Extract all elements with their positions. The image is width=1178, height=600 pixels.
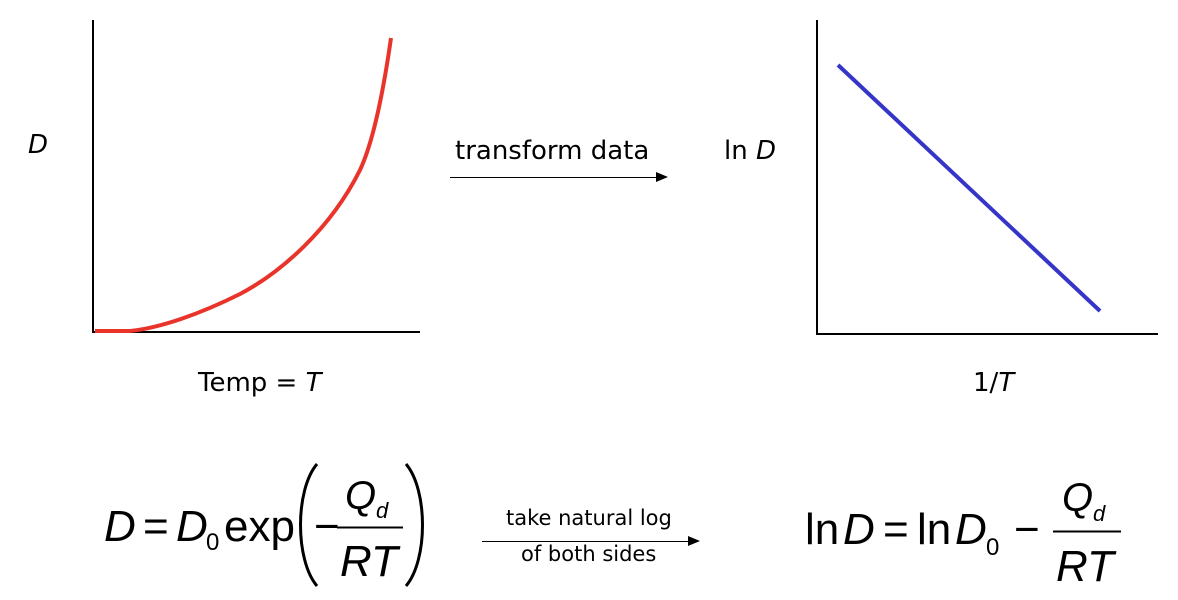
right-eq-coef: D [955,505,987,554]
natural-log-arrow-label-line2: of both sides [521,542,657,566]
right-y-axis-label: ln D [724,138,776,164]
left-eq-num: Q [345,474,377,518]
left-x-axis-label-var: T [305,368,322,398]
right-eq-coef-sub: 0 [986,534,1000,561]
left-eq-paren-left [299,463,319,587]
transform-arrow-line [450,177,658,178]
transform-arrow-label: transform data [455,136,650,166]
left-curve [95,37,393,333]
left-eq-coef-sub: 0 [206,529,220,556]
right-eq-ln1: ln [805,505,840,554]
left-eq-minus: − [314,502,340,551]
left-eq-func: exp [224,502,295,551]
left-eq-paren-right [404,463,424,587]
left-eq-equals: = [143,502,169,551]
right-x-axis-label-var: T [998,368,1015,398]
right-y-axis-label-var: D [755,136,776,166]
right-y-axis-label-prefix: ln [724,136,756,166]
right-eq-den: RT [1056,542,1114,591]
left-y-axis-label: D [28,130,49,160]
right-x-axis-label-prefix: 1/ [973,368,999,398]
right-eq-ln2: ln [917,505,952,554]
right-eq-lhs: D [843,505,875,554]
left-eq-den: RT [340,537,398,586]
right-line [836,63,1102,313]
natural-log-arrow-label-line1: take natural log [506,506,672,530]
right-x-axis-label: 1/T [973,370,1014,396]
left-eq-coef: D [176,502,208,551]
transform-arrow-head [656,172,668,182]
right-eq-minus: − [1014,505,1040,554]
left-x-axis-label-prefix: Temp = [198,368,306,398]
left-eq-lhs: D [104,502,136,551]
left-eq-num-sub: d [376,498,389,523]
natural-log-arrow-line [482,541,690,542]
right-eq-num: Q [1062,476,1094,520]
right-eq-num-sub: d [1093,501,1106,526]
right-eq-fraction-bar [1053,530,1121,533]
right-eq-equals: = [883,505,909,554]
left-x-axis-label: Temp = T [198,370,322,396]
left-eq-fraction-bar [337,526,403,529]
natural-log-arrow-head [688,536,700,546]
